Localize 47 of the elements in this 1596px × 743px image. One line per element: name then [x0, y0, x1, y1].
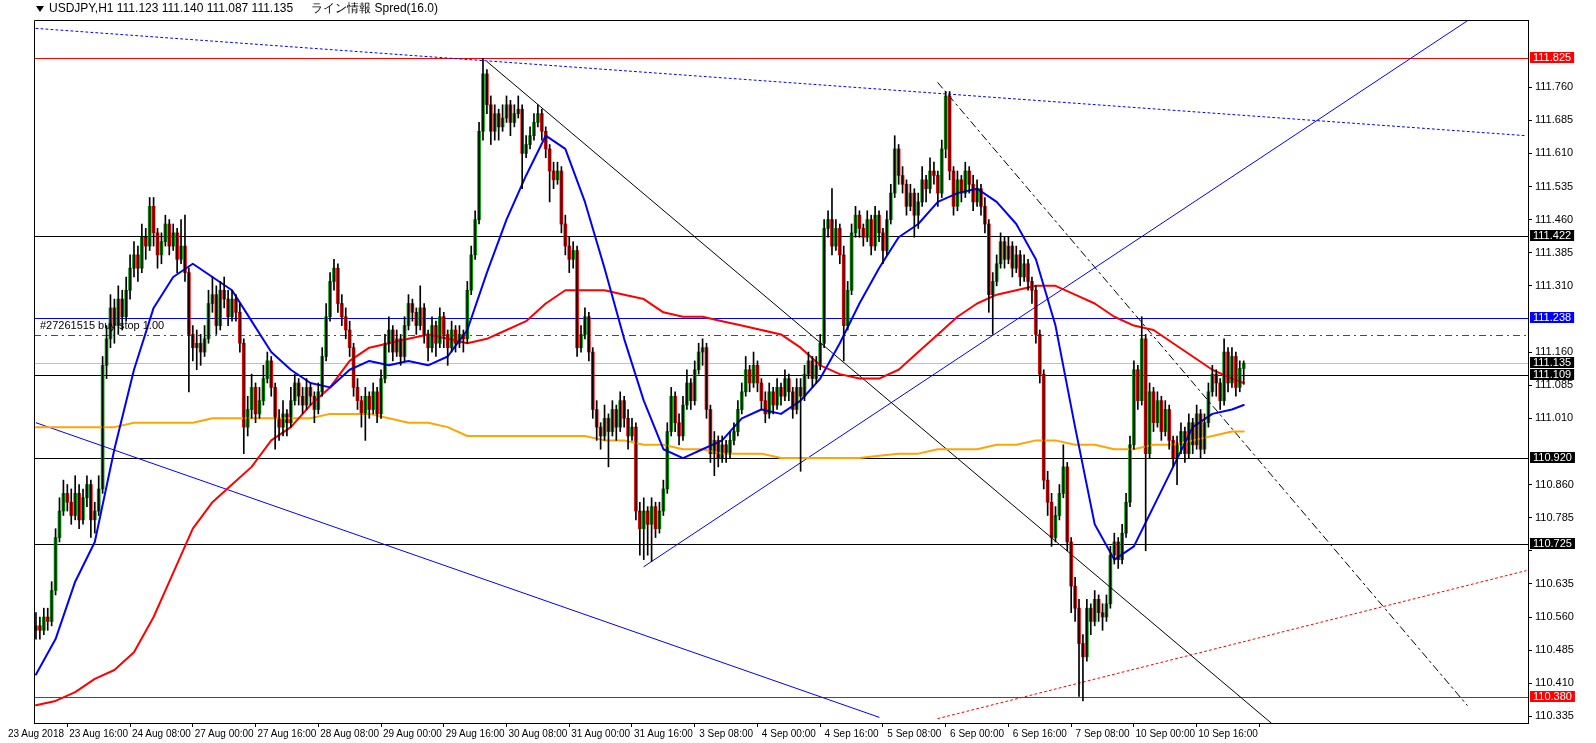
- x-tick-label: 27 Aug 00:00: [194, 727, 255, 739]
- ref-line-label: 111.422: [1533, 229, 1572, 242]
- x-tick-label: 29 Aug 16:00: [445, 727, 506, 739]
- y-tick-label: 111.010: [1535, 411, 1574, 424]
- x-tick-label: 23 Aug 2018: [7, 727, 65, 739]
- y-tick-label: 111.160: [1535, 345, 1574, 358]
- y-tick-label: 110.860: [1535, 477, 1574, 490]
- y-tick-label: 111.385: [1535, 245, 1574, 258]
- x-tick-label: 29 Aug 00:00: [382, 727, 443, 739]
- y-tick-label: 111.685: [1535, 113, 1574, 126]
- x-tick-label: 6 Sep 00:00: [950, 727, 1005, 739]
- y-tick-label: 110.410: [1535, 676, 1574, 689]
- y-tick-label: 111.610: [1535, 146, 1574, 159]
- y-tick-label: 110.635: [1535, 576, 1574, 589]
- x-tick-label: 31 Aug 00:00: [571, 727, 631, 739]
- y-tick-label: 111.460: [1535, 212, 1574, 225]
- y-tick-label: 111.085: [1535, 378, 1574, 391]
- ref-line-label: 111.109: [1533, 368, 1572, 381]
- ref-line-label: 111.238: [1533, 311, 1572, 324]
- chart-title: USDJPY,H1 111.123 111.140 111.087 111.135: [49, 1, 294, 15]
- y-tick-label: 110.335: [1535, 709, 1574, 722]
- x-tick-label: 24 Aug 08:00: [131, 727, 192, 739]
- x-tick-label: 4 Sep 00:00: [761, 727, 817, 739]
- x-tick-label: 4 Sep 16:00: [824, 727, 879, 739]
- ref-line-label: 110.920: [1533, 451, 1572, 464]
- x-tick-label: 7 Sep 08:00: [1075, 727, 1130, 739]
- y-tick-label: 110.485: [1535, 643, 1574, 656]
- x-tick-label: 3 Sep 08:00: [699, 727, 754, 739]
- ref-line-label: 110.380: [1533, 690, 1572, 703]
- x-tick-label: 28 Aug 08:00: [320, 727, 380, 739]
- y-tick-label: 111.310: [1535, 278, 1574, 291]
- x-tick-label: 10 Sep 00:00: [1135, 727, 1196, 739]
- y-tick-label: 110.560: [1535, 610, 1574, 623]
- ref-line-label: 110.725: [1533, 537, 1572, 550]
- x-tick-label: 31 Aug 16:00: [633, 727, 694, 739]
- ref-line-label: 111.135: [1533, 356, 1572, 369]
- x-tick-label: 23 Aug 16:00: [69, 727, 129, 739]
- x-tick-label: 30 Aug 08:00: [508, 727, 568, 739]
- y-tick-label: 110.785: [1535, 510, 1574, 523]
- x-tick-label: 10 Sep 16:00: [1198, 727, 1259, 739]
- y-tick-label: 111.760: [1535, 80, 1574, 93]
- x-tick-label: 6 Sep 16:00: [1012, 727, 1068, 739]
- x-tick-label: 27 Aug 16:00: [257, 727, 317, 739]
- chart-subtitle: ライン情報 Spred(16.0): [311, 1, 438, 16]
- y-tick-label: 111.535: [1535, 179, 1574, 192]
- ref-line-label: 111.825: [1533, 51, 1572, 64]
- x-tick-label: 5 Sep 08:00: [887, 727, 942, 739]
